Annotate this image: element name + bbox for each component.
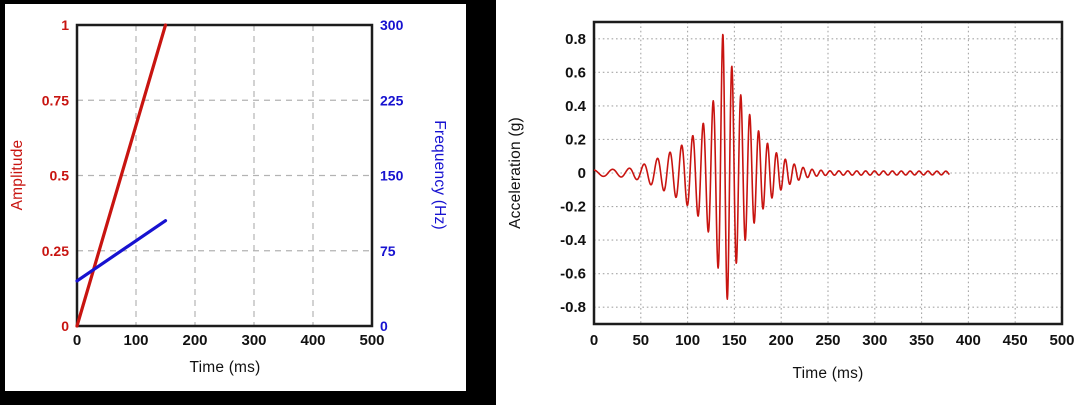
svg-text:0.6: 0.6	[565, 64, 586, 81]
sweep-chart-panel: 0 100 200 300 400 500 0 0.25 0.5 0.75 1 0 75 150 225 30…	[5, 4, 466, 391]
amplitude-tick-labels: 0 0.25 0.5 0.75 1	[42, 17, 69, 334]
svg-text:0.25: 0.25	[42, 243, 69, 259]
svg-text:0.8: 0.8	[565, 31, 586, 48]
svg-text:400: 400	[300, 332, 325, 349]
svg-text:450: 450	[1003, 332, 1028, 349]
svg-text:-0.2: -0.2	[560, 199, 586, 216]
waveform-time-axis-title: Time (ms)	[792, 365, 864, 382]
svg-text:0: 0	[73, 332, 81, 349]
svg-text:0.4: 0.4	[565, 98, 587, 115]
acceleration-trace	[593, 33, 950, 300]
svg-text:0.5: 0.5	[50, 168, 70, 184]
svg-text:300: 300	[380, 17, 404, 33]
amplitude-axis-title: Amplitude	[9, 139, 26, 211]
svg-text:75: 75	[380, 243, 396, 259]
svg-text:150: 150	[722, 332, 747, 349]
svg-text:0: 0	[61, 318, 69, 334]
acceleration-axis-title: Acceleration (g)	[507, 117, 524, 229]
frequency-tick-labels: 0 75 150 225 300	[380, 17, 404, 334]
x-tick-labels: 0 100 200 300 400 500	[73, 332, 385, 349]
svg-text:225: 225	[380, 92, 404, 108]
svg-text:0: 0	[590, 332, 598, 349]
acceleration-waveform-plot: 0 50 100 150 200 250 300 350 400 450 500-0.8-0.6-0…	[560, 20, 1075, 349]
sweep-time-axis-title: Time (ms)	[189, 359, 261, 376]
svg-text:500: 500	[359, 332, 384, 349]
acceleration-tick-labels: -0.8 -0.6 -0.4 -0.2 0 0.2 0.4 0.6 0.8	[560, 31, 587, 316]
svg-text:200: 200	[769, 332, 794, 349]
svg-text:-0.4: -0.4	[560, 232, 587, 249]
svg-text:0.75: 0.75	[42, 92, 69, 108]
svg-text:250: 250	[815, 332, 840, 349]
svg-text:500: 500	[1049, 332, 1074, 349]
svg-text:0.2: 0.2	[565, 131, 586, 148]
svg-text:0: 0	[380, 318, 388, 334]
frequency-axis-title: Frequency (Hz)	[431, 120, 448, 230]
svg-text:300: 300	[862, 332, 887, 349]
svg-text:400: 400	[956, 332, 981, 349]
svg-text:300: 300	[241, 332, 266, 349]
gridlines	[77, 25, 372, 326]
svg-text:-0.8: -0.8	[560, 299, 586, 316]
svg-text:50: 50	[632, 332, 649, 349]
svg-text:350: 350	[909, 332, 934, 349]
svg-text:-0.6: -0.6	[560, 266, 586, 283]
frequency-ramp-line	[75, 219, 168, 283]
svg-text:100: 100	[123, 332, 148, 349]
svg-text:150: 150	[380, 168, 404, 184]
svg-text:100: 100	[675, 332, 700, 349]
svg-text:1: 1	[61, 17, 69, 33]
amplitude-ramp-line	[75, 23, 168, 328]
svg-text:200: 200	[182, 332, 207, 349]
x-tick-labels: 0 50 100 150 200 250 300 350 400 450 500	[590, 332, 1075, 349]
svg-text:0: 0	[578, 165, 586, 182]
amplitude-frequency-sweep-plot: 0 100 200 300 400 50000.250.50.75107515022530…	[42, 17, 404, 349]
acceleration-chart-panel: 0 50 100 150 200 250 300 350 400 450 500 -0.8 -0.6 -0…	[496, 0, 1086, 405]
plot-frame	[592, 20, 1064, 326]
plot-frame	[75, 23, 374, 328]
